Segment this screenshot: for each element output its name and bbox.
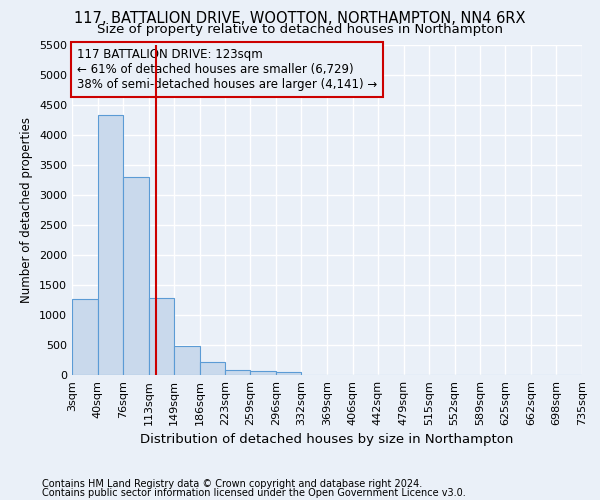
Y-axis label: Number of detached properties: Number of detached properties <box>20 117 34 303</box>
Bar <box>149 298 174 375</box>
Bar <box>250 371 276 375</box>
Text: Size of property relative to detached houses in Northampton: Size of property relative to detached ho… <box>97 22 503 36</box>
Bar <box>72 299 98 375</box>
Bar <box>199 362 225 375</box>
Bar <box>174 346 199 375</box>
Text: 117, BATTALION DRIVE, WOOTTON, NORTHAMPTON, NN4 6RX: 117, BATTALION DRIVE, WOOTTON, NORTHAMPT… <box>74 11 526 26</box>
Bar <box>98 115 123 375</box>
Bar <box>225 370 250 375</box>
X-axis label: Distribution of detached houses by size in Northampton: Distribution of detached houses by size … <box>140 434 514 446</box>
Text: 117 BATTALION DRIVE: 123sqm
← 61% of detached houses are smaller (6,729)
38% of : 117 BATTALION DRIVE: 123sqm ← 61% of det… <box>77 48 377 92</box>
Bar <box>123 177 149 375</box>
Text: Contains public sector information licensed under the Open Government Licence v3: Contains public sector information licen… <box>42 488 466 498</box>
Bar <box>276 372 301 375</box>
Text: Contains HM Land Registry data © Crown copyright and database right 2024.: Contains HM Land Registry data © Crown c… <box>42 479 422 489</box>
